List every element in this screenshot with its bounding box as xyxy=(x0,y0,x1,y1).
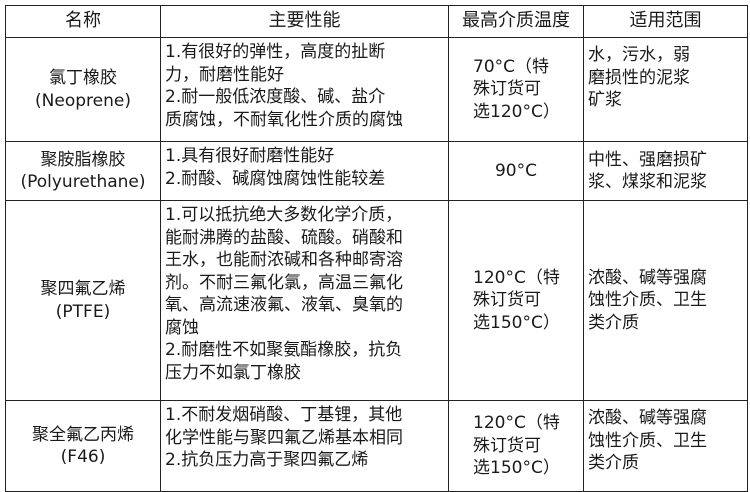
header-performance: 主要性能 xyxy=(160,5,449,38)
material-range: 浓酸、碱等强腐 蚀性介质、卫生 类介质 xyxy=(583,400,748,492)
table-row: 聚全氟乙丙烯 (F46) 1.不耐发烟硝酸、丁基锂，其他 化学性能与聚四氟乙烯基… xyxy=(5,400,748,492)
material-performance: 1.具有很好耐磨性能好 2.耐酸、碱腐蚀腐蚀性能较差 xyxy=(160,141,449,201)
table-row: 聚四氟乙烯 (PTFE) 1.可以抵抗绝大多数化学介质， 能耐沸腾的盐酸、硫酸。… xyxy=(5,200,748,401)
material-performance: 1.可以抵抗绝大多数化学介质， 能耐沸腾的盐酸、硫酸。硝酸和 王水，也能耐浓碱和… xyxy=(160,200,449,401)
material-performance: 1.有很好的弹性，高度的扯断 力，耐磨性能好 2.耐一般低浓度酸、碱、盐介 质腐… xyxy=(160,37,449,142)
table-row: 氯丁橡胶 (Neoprene) 1.有很好的弹性，高度的扯断 力，耐磨性能好 2… xyxy=(5,37,748,142)
table-row: 聚胺脂橡胶 (Polyurethane) 1.具有很好耐磨性能好 2.耐酸、碱腐… xyxy=(5,141,748,201)
header-range: 适用范围 xyxy=(583,5,748,38)
material-performance: 1.不耐发烟硝酸、丁基锂，其他 化学性能与聚四氟乙烯基本相同 2.抗负压力高于聚… xyxy=(160,400,449,492)
material-name: 聚四氟乙烯 (PTFE) xyxy=(5,200,161,401)
lining-material-table: 名称 主要性能 最高介质温度 适用范围 氯丁橡胶 (Neoprene) 1.有很… xyxy=(5,5,748,492)
header-max-temp: 最高介质温度 xyxy=(448,5,584,38)
material-max-temp: 70°C（特 殊订货可 选120°C） xyxy=(448,37,584,142)
header-row: 名称 主要性能 最高介质温度 适用范围 xyxy=(5,5,748,38)
material-name: 聚全氟乙丙烯 (F46) xyxy=(5,400,161,492)
material-max-temp: 120°C（特 殊订货可 选150°C） xyxy=(448,400,584,492)
header-name: 名称 xyxy=(5,5,161,38)
material-range: 中性、强磨损矿 浆、煤浆和泥浆 xyxy=(583,141,748,201)
material-max-temp: 120°C（特 殊订货可 选150°C） xyxy=(448,200,584,401)
material-range: 水，污水，弱 磨损性的泥浆 矿浆 xyxy=(583,37,748,142)
material-name: 氯丁橡胶 (Neoprene) xyxy=(5,37,161,142)
material-max-temp: 90°C xyxy=(448,141,584,201)
material-range: 浓酸、碱等强腐 蚀性介质、卫生 类介质 xyxy=(583,200,748,401)
material-name: 聚胺脂橡胶 (Polyurethane) xyxy=(5,141,161,201)
